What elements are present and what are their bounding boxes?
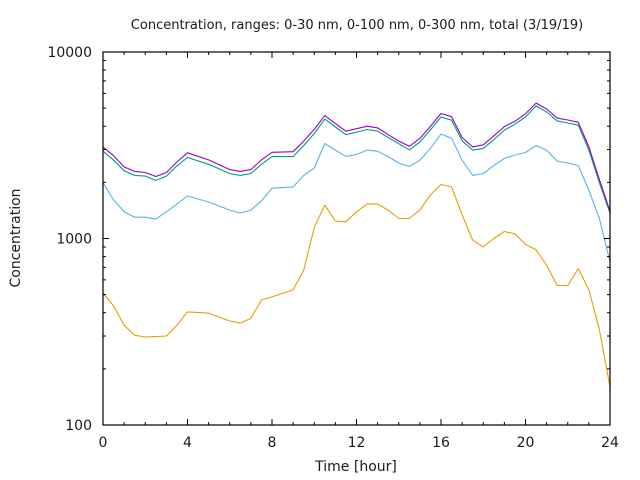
series-line-0-300-nm: [102, 105, 611, 214]
x-tick-label: 8: [268, 435, 277, 451]
series-line-total: [102, 102, 611, 212]
series-layer: [102, 102, 611, 388]
x-tick-label: 16: [432, 435, 450, 451]
x-tick-label: 0: [99, 435, 108, 451]
series-line-0-100-nm: [102, 133, 611, 262]
x-tick-labels: 0 4 8 12 16 20 24: [99, 435, 619, 451]
y-axis-label: Concentration: [8, 188, 24, 287]
x-tick-label: 4: [183, 435, 192, 451]
chart-title: Concentration, ranges: 0-30 nm, 0-100 nm…: [131, 18, 583, 33]
series-line-0-30-nm: [102, 183, 611, 388]
x-tick-label: 24: [601, 435, 619, 451]
y-tick-label: 10000: [47, 45, 92, 61]
y-tick-labels: 100 1000 10000: [47, 45, 92, 434]
x-tick-label: 20: [517, 435, 535, 451]
plot-frame: [102, 51, 611, 426]
y-tick-label: 1000: [56, 232, 92, 248]
y-tick-label: 100: [65, 418, 92, 434]
x-axis-label: Time [hour]: [314, 459, 397, 475]
x-tick-label: 12: [348, 435, 366, 451]
